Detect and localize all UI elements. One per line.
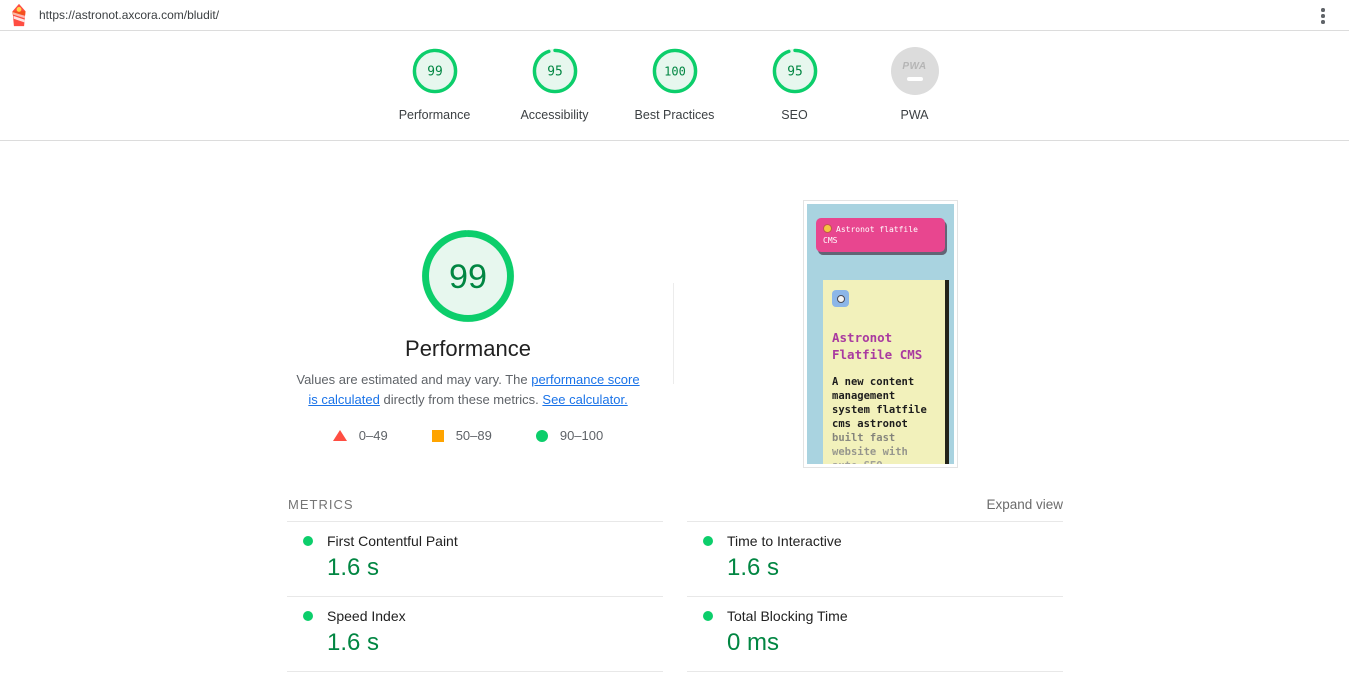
- legend-pass: 90–100: [535, 428, 604, 443]
- desc-text-1: Values are estimated and may vary. The: [296, 372, 532, 387]
- legend-average: 50–89: [431, 428, 492, 443]
- metric-name: First Contentful Paint: [327, 533, 458, 549]
- thumbnail-navbar-text: Astronot flatfile CMS: [823, 225, 918, 245]
- thumbnail-page: Astronot flatfile CMS Astronot Flatfile …: [807, 204, 954, 464]
- svg-text:95: 95: [547, 64, 562, 79]
- thumbnail-card: Astronot Flatfile CMS A new content mana…: [823, 280, 949, 464]
- metric-time-to-interactive: Time to Interactive 1.6 s: [687, 521, 1063, 596]
- astronaut-avatar-icon: [832, 290, 849, 307]
- pass-dot-icon: [303, 611, 313, 621]
- metric-name: Total Blocking Time: [727, 608, 848, 624]
- thumbnail-card-title: Astronot Flatfile CMS: [832, 330, 923, 362]
- page-screenshot-thumbnail[interactable]: Astronot flatfile CMS Astronot Flatfile …: [803, 200, 958, 468]
- header-gauge-performance[interactable]: 99 Performance: [375, 47, 495, 122]
- pwa-badge-text: PWA: [902, 61, 927, 72]
- lighthouse-logo-icon: [12, 3, 26, 27]
- pass-circle-icon: [535, 429, 548, 442]
- header-gauge-best-practices[interactable]: 100 Best Practices: [615, 47, 735, 122]
- legend-fail: 0–49: [332, 428, 388, 443]
- see-calculator-link[interactable]: See calculator.: [542, 392, 628, 407]
- svg-text:99: 99: [449, 258, 487, 296]
- report-url: https://astronot.axcora.com/bludit/: [39, 8, 220, 22]
- score-description: Values are estimated and may vary. The p…: [290, 370, 646, 410]
- seo-gauge-icon: 95: [772, 48, 817, 94]
- summary-divider: [673, 283, 674, 384]
- performance-score-gauge: 99: [420, 228, 516, 324]
- metric-total-blocking-time: Total Blocking Time 0 ms: [687, 596, 1063, 672]
- metric-value: 1.6 s: [327, 629, 380, 656]
- scores-header: 99 Performance 95 Accessibility 100: [0, 31, 1349, 141]
- thumbnail-card-text: A new content management system flatfile…: [832, 376, 927, 430]
- overflow-menu-icon[interactable]: [1313, 5, 1333, 27]
- performance-score-gauge-icon: 99: [421, 229, 515, 323]
- metric-value: 1.6 s: [327, 554, 380, 581]
- metric-value: 0 ms: [727, 629, 780, 656]
- thumbnail-card-text-faded: built fast website with auto SEO injecti…: [832, 431, 939, 464]
- astronaut-icon: [823, 224, 832, 233]
- svg-text:100: 100: [664, 64, 686, 78]
- pass-dot-icon: [703, 536, 713, 546]
- average-square-icon: [431, 429, 444, 442]
- pass-dot-icon: [303, 536, 313, 546]
- legend-range: 50–89: [455, 428, 492, 443]
- metric-first-contentful-paint: First Contentful Paint 1.6 s: [287, 521, 663, 596]
- svg-text:99: 99: [427, 64, 442, 79]
- header-gauge-seo[interactable]: 95 SEO: [735, 47, 855, 122]
- score-legend: 0–49 50–89 90–100: [288, 428, 648, 443]
- thumbnail-navbar: Astronot flatfile CMS: [816, 218, 945, 252]
- header-gauge-accessibility[interactable]: 95 Accessibility: [495, 47, 615, 122]
- gauge-label: SEO: [781, 108, 808, 122]
- desc-text-2: directly from these metrics.: [379, 392, 543, 407]
- gauge-label: Performance: [398, 108, 471, 122]
- expand-view-button[interactable]: Expand view: [986, 497, 1063, 512]
- metric-name: Speed Index: [327, 608, 406, 624]
- performance-score-calculated-link[interactable]: performance score is calculated: [308, 372, 640, 407]
- metrics-grid: First Contentful Paint 1.6 s Time to Int…: [287, 521, 1063, 672]
- svg-text:95: 95: [787, 64, 802, 79]
- accessibility-gauge-icon: 95: [532, 48, 577, 94]
- gauge-label: PWA: [900, 108, 929, 122]
- legend-range: 0–49: [358, 428, 388, 443]
- fail-triangle-icon: [332, 430, 347, 441]
- metric-speed-index: Speed Index 1.6 s: [287, 596, 663, 672]
- pwa-dash-icon: [906, 77, 923, 81]
- pwa-badge-icon: PWA: [890, 47, 939, 95]
- gauge-label: Accessibility: [520, 108, 589, 122]
- best-practices-gauge-icon: 100: [652, 48, 697, 94]
- performance-gauge-icon: 99: [412, 48, 457, 94]
- legend-range: 90–100: [559, 428, 604, 443]
- header-gauge-pwa[interactable]: PWA PWA: [855, 47, 975, 122]
- gauge-label: Best Practices: [634, 108, 715, 122]
- pass-dot-icon: [703, 611, 713, 621]
- metrics-section-label: METRICS: [288, 497, 354, 512]
- metric-name: Time to Interactive: [727, 533, 842, 549]
- metric-value: 1.6 s: [727, 554, 780, 581]
- category-title: Performance: [405, 336, 531, 361]
- topbar: https://astronot.axcora.com/bludit/: [0, 0, 1349, 31]
